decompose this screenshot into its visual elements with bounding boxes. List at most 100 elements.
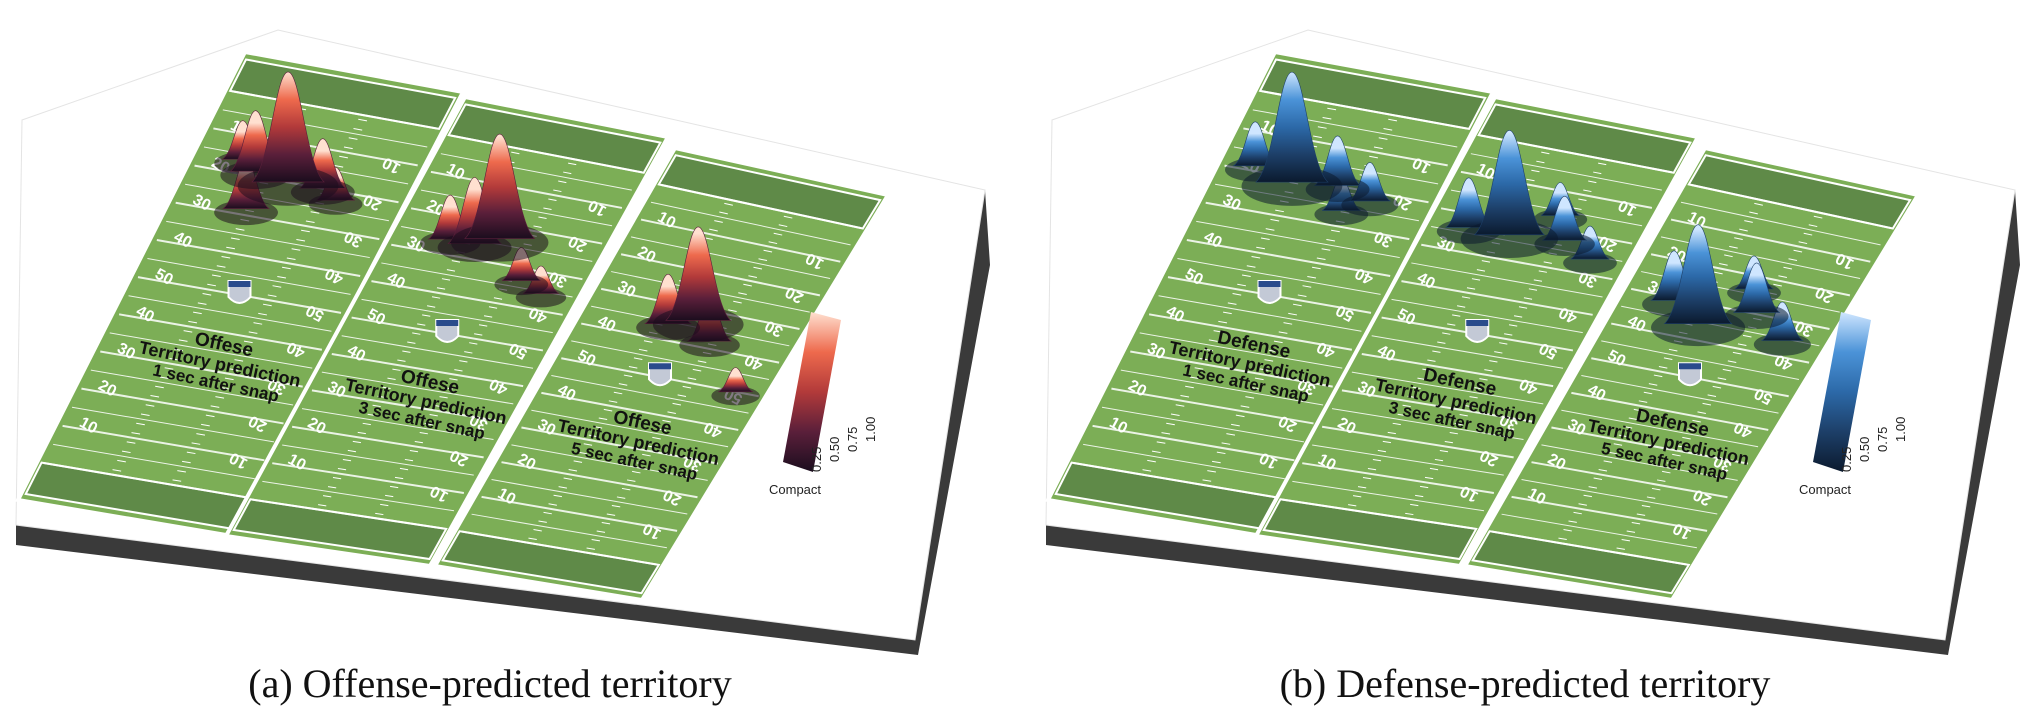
hash-mark — [1208, 339, 1218, 342]
hash-mark — [226, 246, 236, 250]
hash-mark — [215, 396, 225, 399]
hash-mark — [1297, 294, 1307, 297]
hash-mark — [1631, 521, 1641, 525]
hash-mark — [404, 458, 414, 462]
yard-number: 20 — [305, 415, 329, 438]
hash-mark — [1231, 423, 1240, 427]
hash-mark — [332, 477, 342, 480]
yard-line — [331, 352, 524, 388]
yard-line — [1581, 375, 1779, 414]
yard-number: 30 — [467, 410, 491, 433]
hash-mark — [186, 451, 196, 455]
yard-number: 50 — [303, 301, 327, 324]
hash-mark — [1499, 342, 1508, 345]
yard-number: 40 — [701, 418, 725, 441]
hash-mark — [394, 476, 404, 480]
hash-mark — [235, 228, 245, 231]
yard-line — [531, 409, 729, 448]
hash-mark — [342, 458, 352, 462]
hash-mark — [1628, 417, 1638, 421]
caption-defense: (b) Defense-predicted territory — [1279, 661, 1771, 706]
hash-mark — [1235, 414, 1245, 418]
yard-number: 20 — [1276, 412, 1300, 435]
hash-mark — [632, 470, 641, 474]
yard-line — [1421, 243, 1613, 281]
yard-line — [1571, 391, 1769, 431]
hash-mark — [618, 383, 628, 386]
yard-line — [1391, 298, 1583, 334]
hash-mark — [1292, 303, 1302, 307]
hash-mark — [573, 460, 583, 463]
hash-mark — [318, 504, 327, 507]
hash-mark — [1166, 422, 1175, 426]
hash-mark — [1278, 331, 1288, 334]
hash-mark — [1702, 402, 1712, 406]
hash-mark — [372, 404, 381, 408]
hash-mark — [367, 413, 376, 417]
caption-offense: (a) Offense-predicted territory — [248, 661, 732, 706]
yard-number: 20 — [635, 243, 659, 266]
hash-mark — [1719, 263, 1728, 266]
hash-mark — [563, 477, 573, 481]
yard-line — [1139, 332, 1343, 369]
hash-mark — [429, 414, 438, 417]
hash-mark — [1717, 377, 1727, 380]
hash-mark — [738, 292, 747, 296]
hash-mark — [1377, 449, 1387, 453]
hash-mark — [1636, 513, 1646, 516]
field-3: 101020203030404050504040303020201010Defe… — [1461, 145, 1922, 603]
hash-mark — [558, 486, 568, 489]
hash-mark — [112, 469, 122, 472]
hash-mark — [1388, 118, 1398, 122]
yard-line — [1321, 425, 1514, 459]
hash-mark — [446, 269, 456, 272]
hash-mark — [234, 359, 244, 362]
panel-defense: 101020203030404050504040303020201010Defe… — [1044, 29, 2020, 655]
yard-line — [491, 479, 688, 515]
hash-mark — [583, 443, 593, 446]
hash-mark — [454, 369, 463, 372]
hash-mark — [1151, 450, 1161, 454]
hash-mark — [1180, 395, 1190, 398]
hash-mark — [449, 378, 458, 381]
hash-mark — [588, 434, 598, 438]
hash-mark — [1237, 283, 1247, 287]
yard-line — [1331, 408, 1524, 441]
nfl-logo-band — [436, 320, 459, 326]
yard-line — [481, 495, 678, 532]
hash-mark — [1641, 504, 1651, 508]
hash-mark — [613, 391, 623, 395]
field-1: 101020203030404050504040303020201010Defe… — [1044, 49, 1497, 539]
territory-peak — [665, 226, 732, 321]
hash-mark — [188, 320, 198, 324]
hash-mark — [1616, 547, 1625, 550]
yard-number: 20 — [783, 283, 807, 306]
hash-mark — [1593, 477, 1603, 481]
hash-mark — [1672, 453, 1681, 457]
hash-mark — [1734, 237, 1743, 241]
hash-mark — [207, 283, 217, 287]
hash-mark — [1739, 228, 1748, 232]
hash-mark — [267, 294, 277, 297]
hash-mark — [528, 537, 537, 541]
yard-number: 10 — [1670, 519, 1694, 542]
hash-mark — [1456, 305, 1466, 308]
yard-line — [118, 313, 323, 351]
yard-line — [100, 350, 303, 388]
hash-mark — [253, 322, 263, 325]
yard-number: 30 — [1371, 227, 1395, 250]
yard-line — [630, 236, 831, 280]
hash-mark — [409, 449, 419, 453]
yard-number: 20 — [1335, 415, 1359, 438]
hash-mark — [1578, 503, 1587, 506]
territory-peak — [718, 367, 754, 393]
hash-mark — [1648, 383, 1658, 386]
yard-number: 30 — [1565, 416, 1589, 439]
yard-line — [1401, 280, 1593, 316]
hash-mark — [1798, 241, 1808, 245]
hash-mark — [1643, 391, 1653, 395]
hash-mark — [1429, 467, 1439, 471]
hash-mark — [1212, 460, 1221, 464]
hash-mark — [1397, 413, 1406, 417]
yard-number: 40 — [1731, 418, 1755, 441]
